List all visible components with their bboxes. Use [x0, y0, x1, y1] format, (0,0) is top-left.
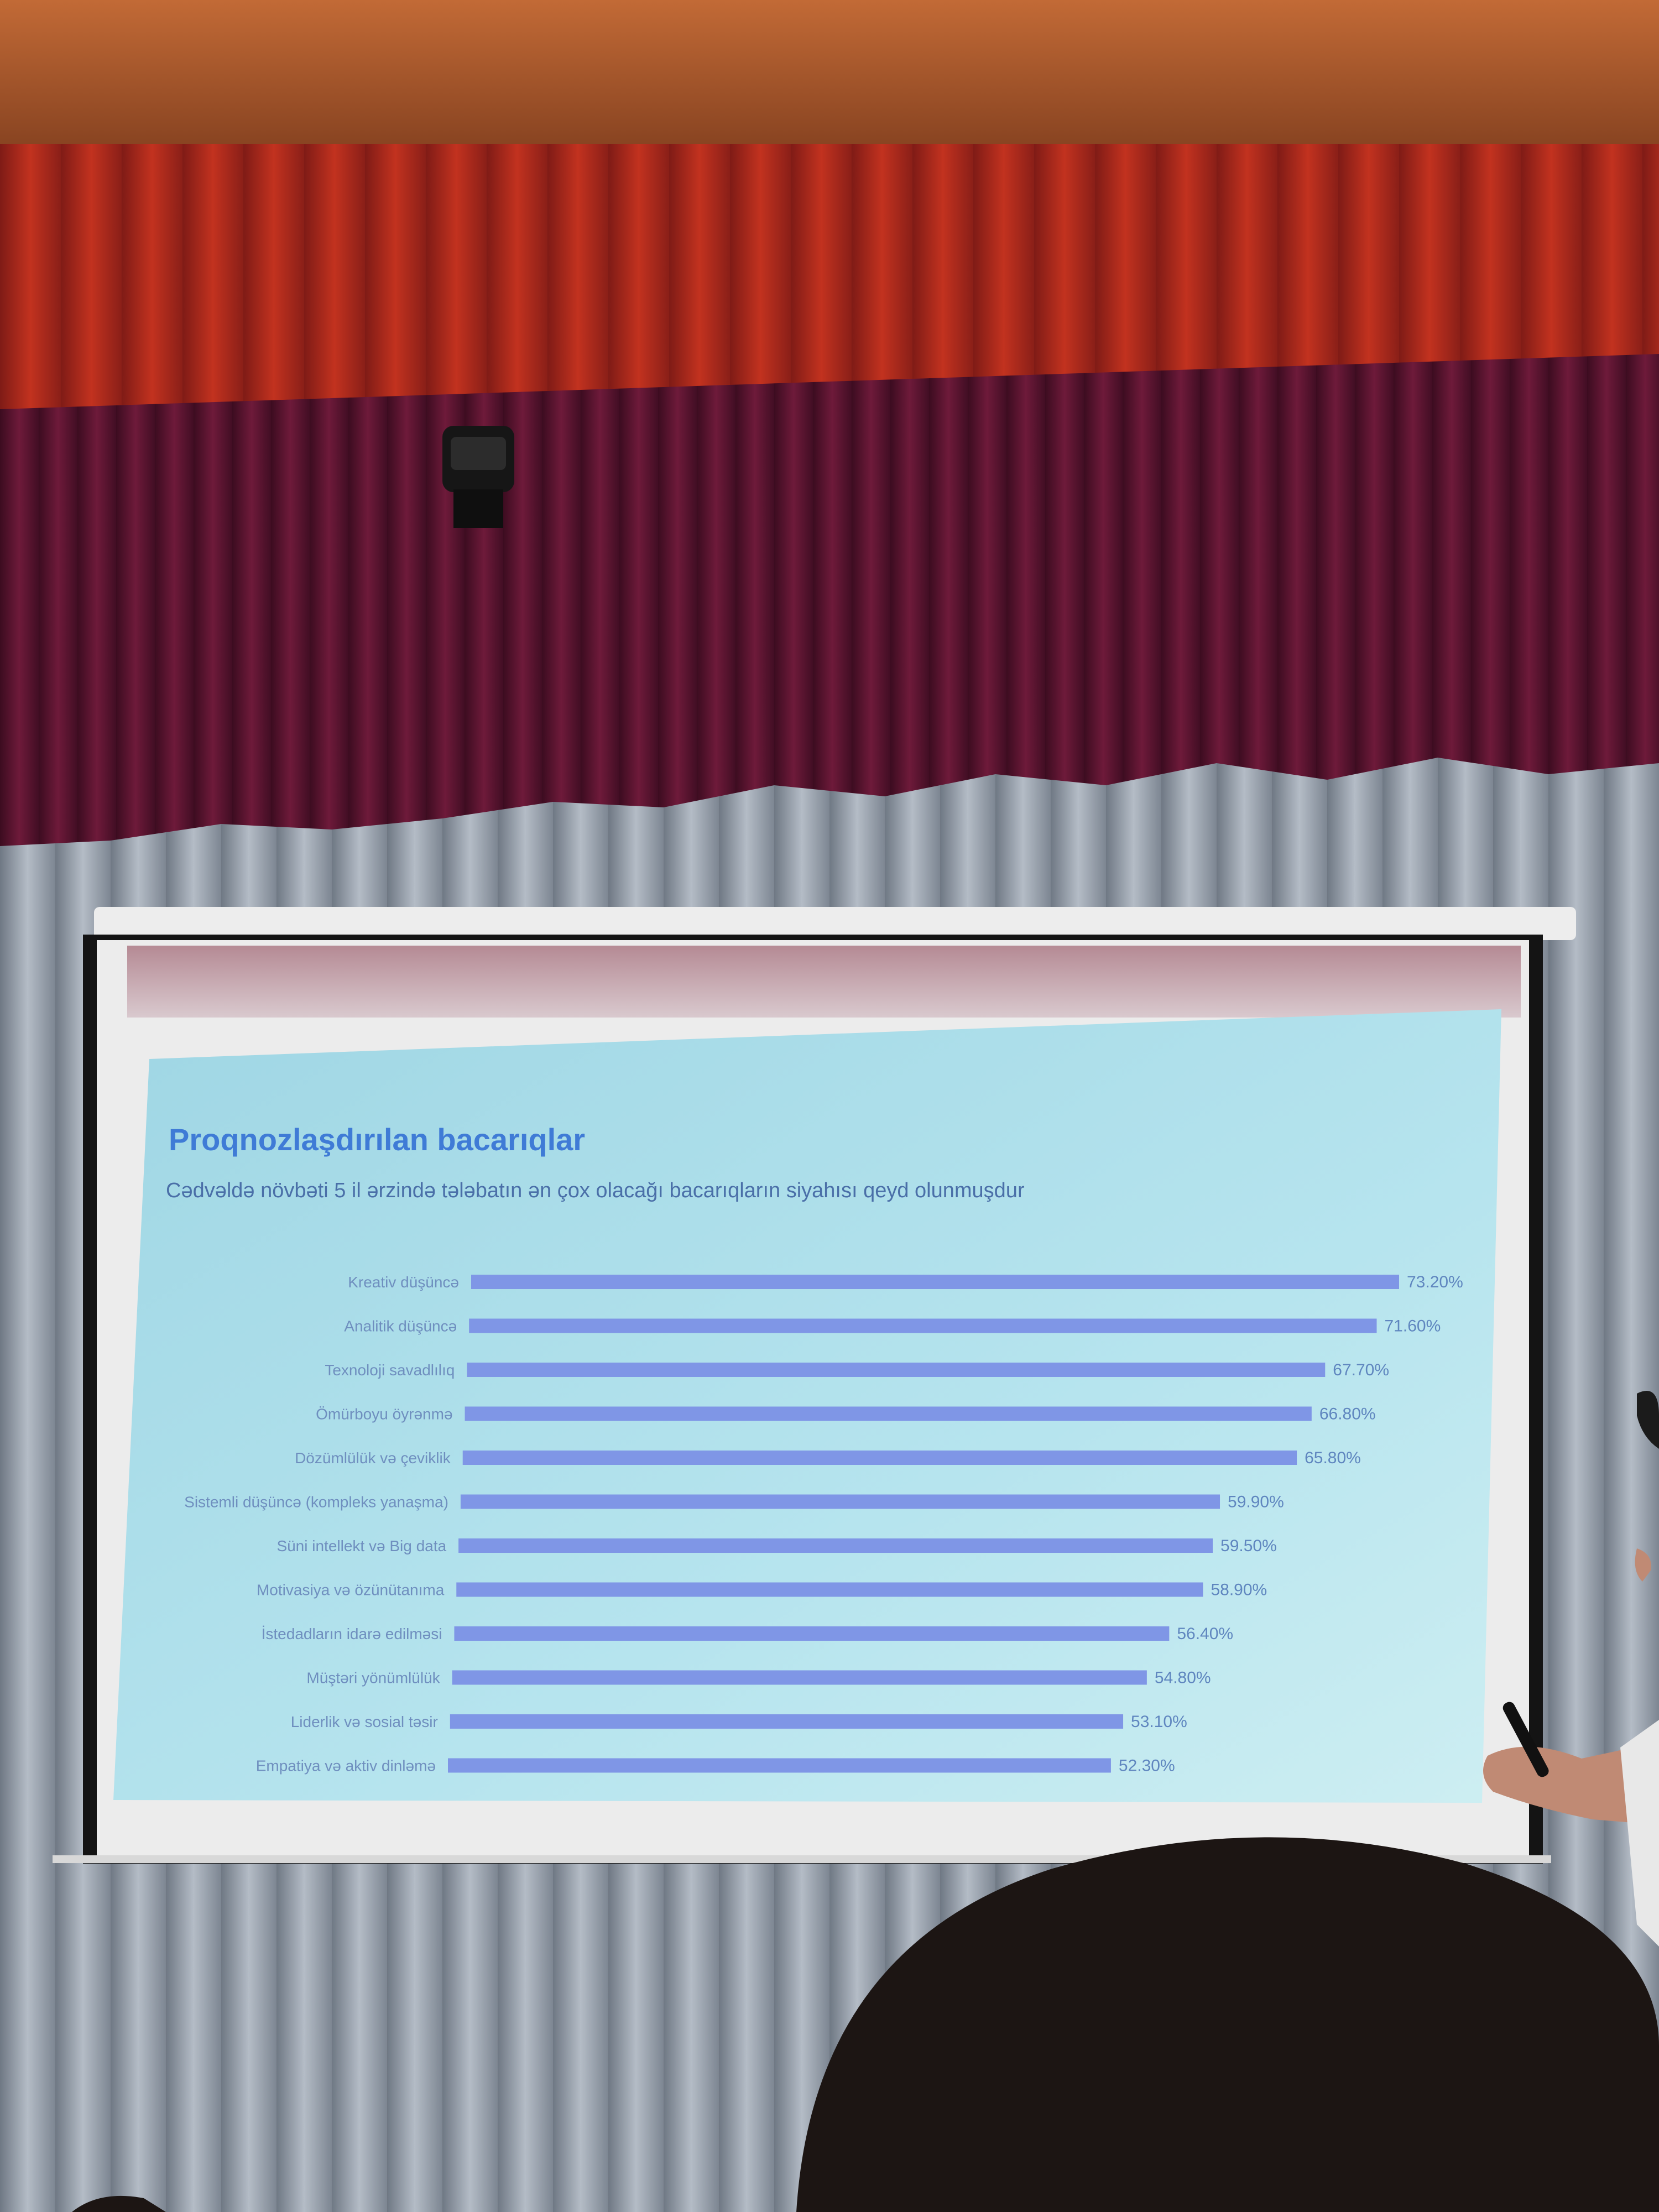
slide — [113, 1009, 1501, 1803]
value-label: 58.90% — [1211, 1581, 1267, 1599]
value-label: 53.10% — [1131, 1713, 1187, 1731]
category-label: Empatiya və aktiv dinləmə — [256, 1757, 436, 1775]
presenter — [1483, 1391, 1659, 1947]
value-label: 59.90% — [1228, 1493, 1284, 1511]
bar-chart: Proqnozlaşdırılan bacarıqlar Cədvəldə nö… — [166, 1122, 1463, 1775]
value-label: 59.50% — [1220, 1537, 1277, 1555]
bar — [467, 1363, 1326, 1377]
category-label: Süni intellekt və Big data — [276, 1537, 446, 1554]
speaker-icon — [442, 426, 514, 528]
bar — [454, 1626, 1170, 1641]
bar — [458, 1538, 1213, 1553]
bar — [471, 1275, 1399, 1289]
bar — [456, 1582, 1203, 1597]
category-label: İstedadların idarə edilməsi — [262, 1625, 442, 1642]
category-label: Ömürboyu öyrənmə — [316, 1406, 452, 1423]
bar — [460, 1494, 1220, 1509]
value-label: 56.40% — [1177, 1625, 1233, 1643]
value-label: 65.80% — [1305, 1449, 1361, 1467]
category-label: Texnoloji savadlılıq — [325, 1361, 455, 1379]
presentation-remote-icon — [1503, 1702, 1549, 1777]
bars: Kreativ düşüncə 73.20% Analitik düşüncə 71.… — [184, 1273, 1463, 1775]
bar — [465, 1406, 1312, 1421]
bar — [448, 1758, 1111, 1773]
value-label: 71.60% — [1385, 1317, 1441, 1335]
value-label: 67.70% — [1333, 1361, 1389, 1379]
category-label: Analitik düşüncə — [344, 1318, 457, 1335]
category-label: Sistemli düşüncə (kompleks yanaşma) — [184, 1494, 448, 1511]
stage-valance — [0, 354, 1659, 846]
bar — [462, 1451, 1297, 1465]
bar — [450, 1714, 1124, 1729]
chart-title: Proqnozlaşdırılan bacarıqlar — [169, 1122, 585, 1157]
category-label: Müştəri yönümlülük — [306, 1670, 440, 1687]
category-label: Liderlik və sosial təsir — [291, 1713, 438, 1730]
category-label: Dözümlülük və çeviklik — [295, 1449, 451, 1467]
value-label: 54.80% — [1155, 1669, 1211, 1687]
value-label: 66.80% — [1319, 1405, 1376, 1423]
bar — [452, 1670, 1147, 1685]
chart-subtitle: Cədvəldə növbəti 5 il ərzində tələbatın … — [166, 1179, 1025, 1202]
category-label: Kreativ düşüncə — [348, 1274, 459, 1291]
bar — [469, 1318, 1377, 1333]
value-label: 73.20% — [1407, 1273, 1463, 1291]
category-label: Motivasiya və özünütanıma — [257, 1582, 445, 1599]
value-label: 52.30% — [1119, 1757, 1175, 1775]
audience-head — [72, 1837, 1659, 2212]
